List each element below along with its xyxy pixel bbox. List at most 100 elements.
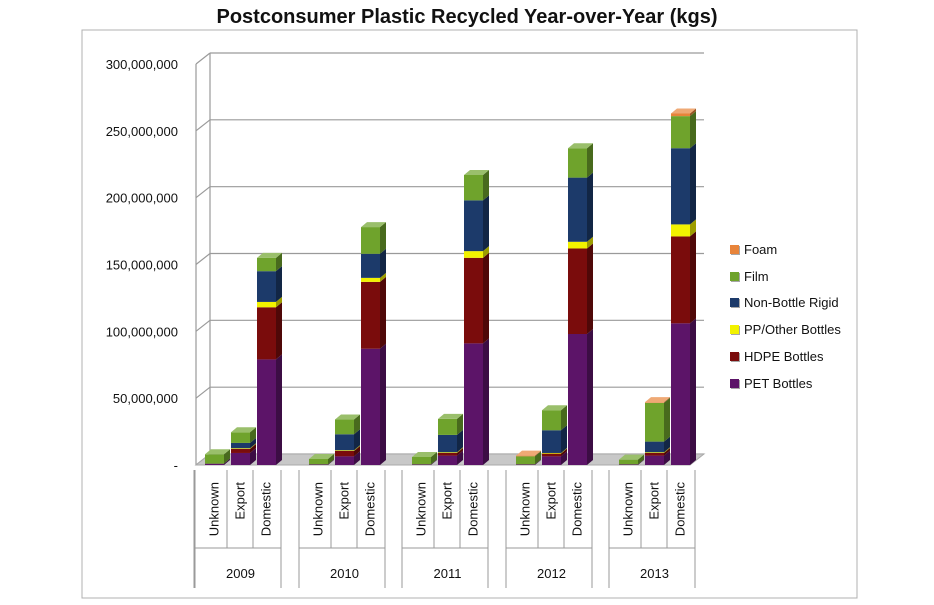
bar-segment-front	[671, 323, 690, 465]
bar-segment-side	[380, 276, 386, 349]
bar-segment-front	[619, 459, 638, 465]
x-subcategory-label: Domestic	[570, 482, 585, 537]
y-tick-label: 50,000,000	[113, 391, 178, 406]
bar-segment-side	[224, 458, 230, 465]
bar-segment-front	[361, 227, 380, 254]
bar-segment-front	[542, 452, 561, 454]
bar-segment-side	[664, 447, 670, 453]
legend-item: Non-Bottle Rigid	[730, 290, 930, 317]
bar-segment-side	[690, 111, 696, 149]
x-subcategory-label: Domestic	[673, 482, 688, 537]
bar-segment-side	[483, 195, 489, 252]
bar-segment-front	[671, 236, 690, 324]
bar-segment-front	[671, 224, 690, 237]
bar-segment-side	[457, 450, 463, 465]
bar-segment-side	[561, 425, 567, 453]
bar-segment-front	[438, 455, 457, 465]
gridline-side	[195, 52, 211, 65]
bar-segment-side	[224, 449, 230, 464]
legend-item: Film	[730, 263, 930, 290]
bar-segment-side	[587, 329, 593, 465]
bar-segment-front	[671, 148, 690, 225]
x-subcategory-label: Unknown	[621, 482, 636, 536]
bar-segment-front	[205, 454, 224, 464]
bar-segment-front	[516, 456, 535, 465]
bar-segment-side	[483, 246, 489, 258]
bar-segment-front	[231, 448, 250, 453]
bar-segment-front	[645, 441, 664, 453]
bar-segment-front	[568, 334, 587, 465]
bar-segment-side	[483, 338, 489, 465]
bar-segment-side	[690, 108, 696, 117]
legend-label: HDPE Bottles	[744, 349, 824, 365]
bar-segment-side	[690, 231, 696, 324]
bar-segment-front	[361, 277, 380, 282]
x-group-label: 2012	[537, 566, 566, 581]
bar-segment-front	[542, 456, 561, 465]
bar-segment-front	[516, 455, 535, 457]
bar-segment-side	[354, 414, 360, 435]
bar-segment-front	[438, 452, 457, 453]
bar-segment-side	[561, 448, 567, 457]
bar-segment-front	[671, 116, 690, 149]
x-subcategory-label: Export	[233, 482, 248, 520]
bar-segment-front	[257, 301, 276, 308]
bar-segment-front	[335, 456, 354, 465]
bar-segment-side	[276, 266, 282, 302]
y-tick-label: 150,000,000	[106, 258, 178, 273]
bar-segment-side	[354, 429, 360, 451]
bars	[205, 108, 696, 465]
bar-segment-side	[380, 248, 386, 278]
bar-segment-front	[671, 113, 690, 117]
bar-segment-front	[205, 463, 224, 465]
gridline-side	[195, 186, 211, 199]
bar-segment-front	[542, 410, 561, 431]
bar-segment-front	[257, 257, 276, 272]
bar-segment-front	[335, 450, 354, 457]
bar-segment-side	[690, 219, 696, 237]
bar-segment-front	[257, 271, 276, 302]
legend-item: PP/Other Bottles	[730, 316, 930, 343]
x-subcategory-label: Unknown	[414, 482, 429, 536]
bar-segment-side	[250, 443, 256, 453]
bar-segment-front	[309, 458, 328, 465]
bar-segment-top	[438, 413, 463, 419]
x-subcategory-label: Unknown	[518, 482, 533, 536]
legend-label: Film	[744, 268, 769, 284]
y-axis: - 50,000,000 100,000,000 150,000,000 200,000…	[106, 57, 178, 473]
x-subcategory-label: Export	[440, 482, 455, 520]
bar-segment-front	[516, 464, 535, 465]
bar-segment-top	[568, 143, 593, 149]
bar-segment-front	[568, 241, 587, 249]
bar-segment-side	[587, 143, 593, 178]
x-subcategory-label: Unknown	[207, 482, 222, 536]
bar-segment-side	[664, 397, 670, 442]
bar-segment-top	[412, 451, 437, 457]
bar-segment-side	[354, 445, 360, 457]
chart-title: Postconsumer Plastic Recycled Year-over-…	[216, 6, 718, 28]
y-tick-label: 100,000,000	[106, 324, 178, 339]
bar-segment-side	[328, 459, 334, 465]
bar-segment-top	[257, 252, 282, 258]
bar-segment-top	[671, 108, 696, 114]
bar-segment-side	[587, 243, 593, 335]
bar-segment-side	[457, 447, 463, 456]
legend-item: Foam	[730, 236, 930, 263]
legend: Foam Film Non-Bottle Rigid PP/Other Bottles…	[730, 236, 930, 397]
bar-segment-side	[457, 429, 463, 453]
bar-segment-top	[516, 450, 541, 456]
bar-segment-front	[309, 464, 328, 465]
bar-segment-side	[250, 447, 256, 465]
bar-segment-side	[664, 450, 670, 465]
bar-segment-side	[587, 236, 593, 249]
bar-segment-front	[464, 257, 483, 344]
bar-segment-side	[561, 405, 567, 431]
bar-segment-side	[431, 459, 437, 465]
bar-segment-front	[231, 432, 250, 443]
bar-segment-front	[645, 455, 664, 465]
x-subcategory-label: Domestic	[363, 482, 378, 537]
bar-segment-front	[412, 456, 431, 465]
bar-segment-front	[257, 307, 276, 360]
gridline-side	[195, 319, 211, 332]
bar-segment-front	[464, 200, 483, 252]
